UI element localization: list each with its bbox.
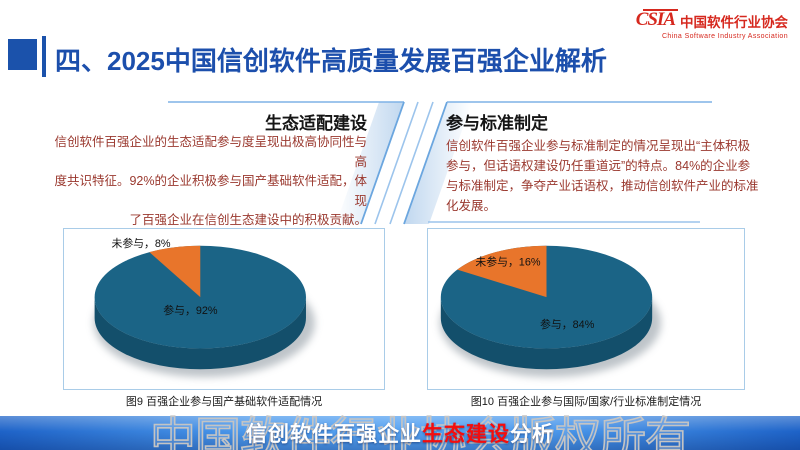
watermark: 中国软件行业协会版权所有	[149, 412, 692, 450]
pie-side	[440, 297, 653, 370]
panel-heading-standards: 参与标准制定	[446, 114, 548, 133]
pie-slice-not-participate	[457, 245, 547, 298]
pie-label-not-participate: 未参与，8%	[111, 236, 170, 250]
pie-label-participate: 参与，92%	[163, 303, 218, 317]
csia-logo-mark: CSIA	[636, 9, 679, 31]
logo-name-en: China Software Industry Association	[661, 32, 788, 40]
pie-slice-not-participate	[149, 245, 201, 298]
csia-logo: CSIA 中国软件行业协会 China Software Industry As…	[636, 9, 788, 41]
left-panel-edge-shade	[336, 102, 404, 224]
footer-title: 信创软件百强企业 生态建设 分析	[0, 416, 800, 450]
footer-title-segment: 分析	[510, 423, 554, 446]
footer-bar	[0, 416, 800, 450]
pie-label-not-participate: 未参与，16%	[475, 255, 541, 269]
right-panel-slant-line	[403, 101, 448, 225]
pie-label-participate: 参与，84%	[540, 317, 595, 331]
title-accent-square	[8, 39, 37, 70]
csia-logo-row: CSIA 中国软件行业协会	[636, 9, 788, 31]
panel-body-standards: 信创软件百强企业参与标准制定的情况呈现出“主体积极 参与，但话语权建设仍任重道远…	[446, 139, 759, 213]
footer-title-segment: 信创软件百强企业	[246, 423, 422, 446]
panel-decoration	[168, 101, 712, 225]
panel-heading-ecosystem: 生态适配建设	[265, 114, 367, 133]
left-panel-slant-line	[360, 101, 405, 225]
pie-figure9-canvas: 未参与，8% 参与，92%	[93, 236, 315, 378]
panel-body-ecosystem: 信创软件百强企业的生态适配参与度呈现出极高协同性与高 度共识特征。92%的企业积…	[54, 135, 367, 227]
pie-side	[94, 297, 306, 370]
caption-figure10: 图10 百强企业参与国际/国家/行业标准制定情况	[470, 396, 702, 408]
pie-chart-figure10: 未参与，16% 参与，84%	[427, 228, 745, 390]
pie-figure10-canvas: 未参与，16% 参与，84%	[439, 245, 662, 378]
left-panel-slant-echo	[374, 101, 419, 225]
pie-chart-figure9: 未参与，8% 参与，92%	[63, 228, 385, 390]
title-accent-bar	[42, 36, 46, 77]
logo-name-cn: 中国软件行业协会	[680, 15, 788, 31]
footer-title-segment: 生态建设	[422, 423, 510, 446]
page-title: 四、2025中国信创软件高质量发展百强企业解析	[55, 46, 607, 76]
right-panel-edge-shade	[404, 102, 472, 224]
right-panel-slant-echo	[389, 101, 434, 225]
caption-figure9: 图9 百强企业参与国产基础软件适配情况	[125, 396, 323, 408]
